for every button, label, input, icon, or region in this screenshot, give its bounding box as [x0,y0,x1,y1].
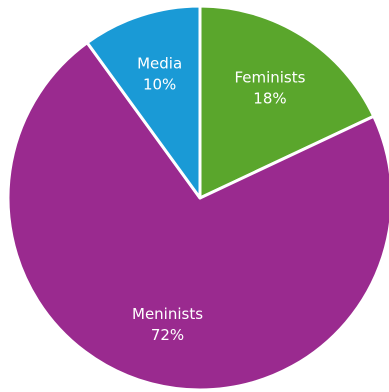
pie-slice-media [85,4,202,200]
slice-value-feminists: 18% [253,89,286,107]
pie-slice-meninists [6,41,389,392]
slice-label-feminists: Feminists [234,68,305,86]
slice-label-media: Media [137,54,182,72]
pie-slice-feminists [198,4,376,200]
slice-label-meninists: Meninists [132,305,203,323]
slice-value-meninists: 72% [151,326,184,344]
slice-value-media: 10% [143,75,176,93]
